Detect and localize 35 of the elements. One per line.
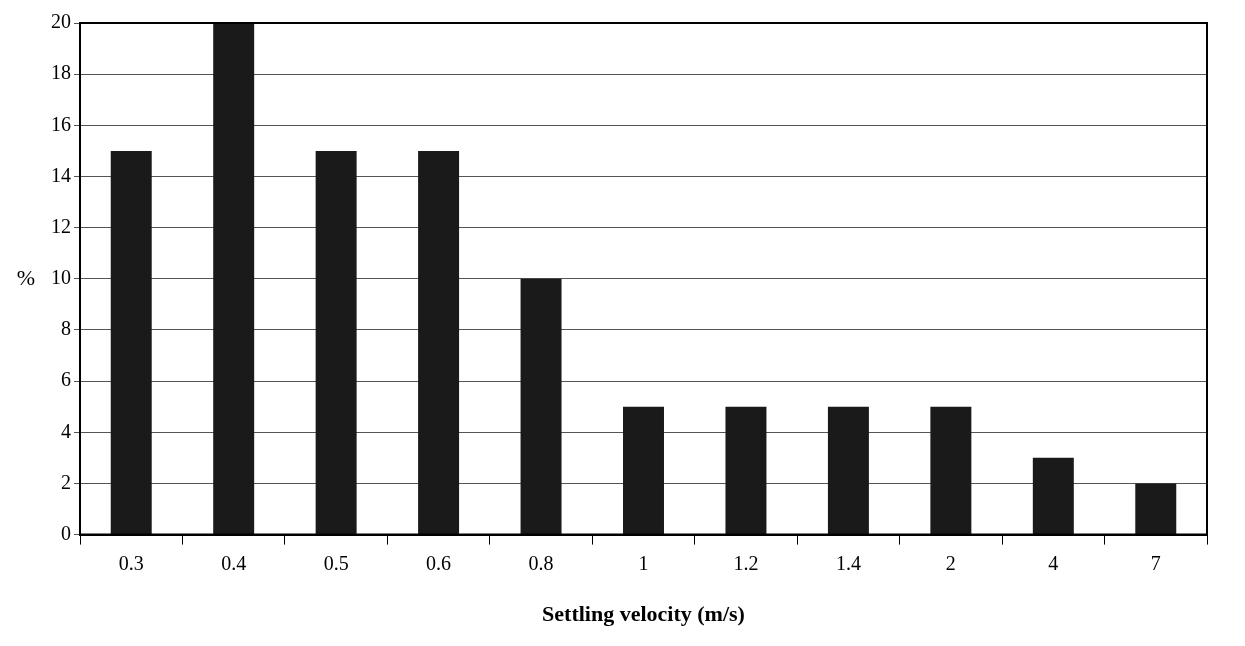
y-tick-label: 20 (51, 10, 71, 33)
x-tick-label: 4 (1048, 551, 1059, 574)
x-axis-title: Settling velocity (m/s) (542, 601, 745, 627)
bar (623, 406, 664, 535)
y-axis-title: % (16, 264, 36, 290)
x-tick-label: 0.4 (221, 551, 247, 574)
bar (725, 406, 767, 535)
x-tick-label: 0.3 (118, 551, 144, 574)
x-tick-label: 0.5 (323, 551, 349, 574)
x-tick-label: 0.6 (426, 551, 452, 574)
bar (110, 150, 152, 535)
x-tick-label: 1 (638, 551, 649, 574)
y-tick-label: 18 (51, 61, 71, 84)
y-tick-label: 4 (61, 419, 71, 442)
bar (827, 406, 869, 535)
y-tick-label: 16 (51, 112, 71, 135)
y-tick-label: 6 (61, 368, 71, 391)
bar (315, 150, 357, 535)
bar (930, 406, 972, 535)
bar (1032, 457, 1074, 535)
x-tick-label: 0.8 (528, 551, 554, 574)
y-tick-label: 12 (51, 214, 71, 237)
bar (213, 23, 255, 535)
y-tick-label: 8 (61, 317, 71, 340)
x-tick-label: 7 (1150, 551, 1161, 574)
bar (520, 278, 562, 535)
y-tick-label: 2 (61, 470, 71, 493)
y-tick-label: 14 (51, 163, 71, 186)
bar (1135, 483, 1177, 535)
x-tick-label: 1.4 (835, 551, 861, 574)
y-tick-label: 0 (61, 521, 71, 544)
x-tick-label: 2 (945, 551, 956, 574)
x-tick-label: 1.2 (733, 551, 759, 574)
bar (418, 150, 460, 535)
y-tick-label: 10 (51, 266, 71, 289)
